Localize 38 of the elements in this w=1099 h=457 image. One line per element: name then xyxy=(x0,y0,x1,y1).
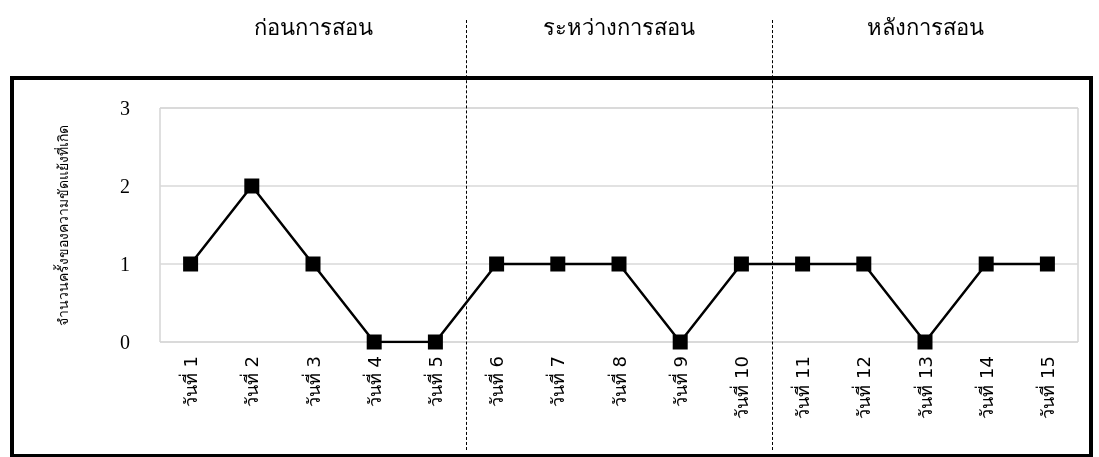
point xyxy=(366,334,382,350)
x-tick-label: วันที่ 8 xyxy=(606,356,630,408)
point xyxy=(550,256,566,272)
x-tick-label: วันที่ 2 xyxy=(239,356,263,408)
point xyxy=(917,334,933,350)
x-tick-label: วันที่ 4 xyxy=(361,356,385,408)
x-tick-label: วันที่ 7 xyxy=(545,356,569,408)
x-tick-label: วันที่ 15 xyxy=(1034,356,1058,419)
y-tick-label: 2 xyxy=(120,175,130,197)
x-tick-label: วันที่ 14 xyxy=(973,356,997,419)
x-tick-label: วันที่ 12 xyxy=(851,356,875,419)
y-tick-label: 1 xyxy=(120,253,130,275)
x-tick-label: วันที่ 1 xyxy=(178,356,202,408)
x-tick-label: วันที่ 13 xyxy=(912,356,936,419)
x-tick-label: วันที่ 3 xyxy=(300,356,324,408)
point xyxy=(489,256,505,272)
x-tick-label: วันที่ 10 xyxy=(728,356,752,419)
y-tick-label: 0 xyxy=(120,331,130,353)
y-tick-label: 3 xyxy=(120,97,130,119)
text: ระหว่างการสอน xyxy=(543,14,695,40)
point xyxy=(183,256,199,272)
point xyxy=(795,256,811,272)
y-axis-title: จำนวนครั้งของความขัดแย้งที่เกิด xyxy=(53,124,71,326)
point xyxy=(672,334,688,350)
x-tick-label: วันที่ 5 xyxy=(422,356,446,408)
x-tick-label: วันที่ 11 xyxy=(790,356,814,419)
point xyxy=(856,256,872,272)
point xyxy=(1039,256,1055,272)
point xyxy=(978,256,994,272)
point xyxy=(611,256,627,272)
x-tick-label: วันที่ 6 xyxy=(484,356,508,408)
point xyxy=(244,178,260,194)
text: หลังการสอน xyxy=(866,14,984,40)
text: ก่อนการสอน xyxy=(253,14,373,40)
point xyxy=(305,256,321,272)
point xyxy=(427,334,443,350)
x-tick-label: วันที่ 9 xyxy=(667,356,691,408)
point xyxy=(733,256,749,272)
